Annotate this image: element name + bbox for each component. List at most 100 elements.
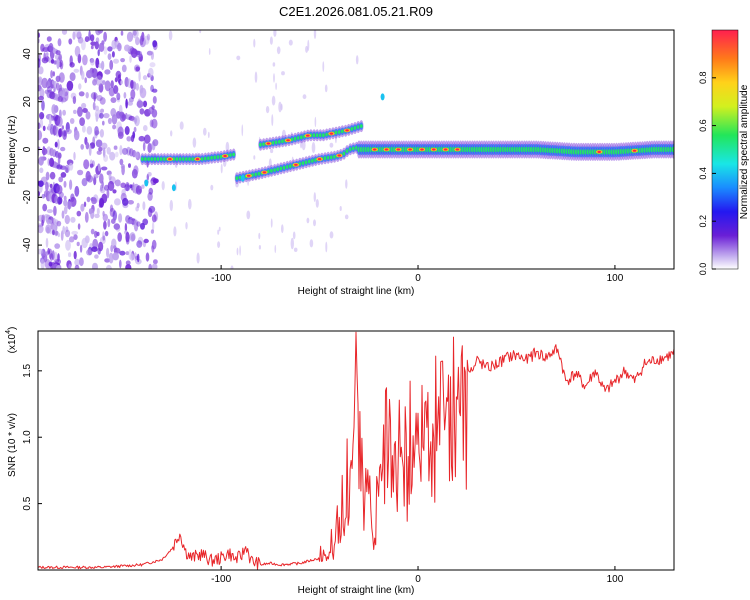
noise-speckle: [94, 230, 98, 238]
noise-speckle: [120, 80, 123, 85]
noise-speckle: [148, 205, 156, 213]
noise-speckle: [56, 220, 62, 227]
noise-speckle: [271, 114, 274, 127]
noise-speckle: [97, 30, 104, 34]
noise-speckle: [55, 265, 61, 269]
noise-speckle: [293, 247, 298, 252]
ridge-core: [326, 155, 330, 160]
ridge-core: [185, 157, 188, 161]
noise-speckle: [239, 245, 241, 256]
noise-speckle: [100, 60, 105, 71]
noise-speckle: [83, 159, 90, 170]
noise-speckle: [117, 126, 124, 137]
noise-speckle: [84, 36, 90, 43]
noise-speckle: [85, 142, 90, 150]
noise-speckle: [123, 150, 127, 155]
noise-speckle: [102, 120, 105, 126]
noise-speckle: [104, 69, 111, 75]
noise-speckle: [270, 218, 273, 228]
ridge-core: [350, 127, 354, 131]
noise-speckle: [110, 97, 117, 103]
noise-speckle: [41, 77, 49, 89]
noise-speckle: [145, 252, 150, 262]
noise-speckle: [290, 237, 294, 250]
noise-speckle: [45, 52, 49, 57]
noise-speckle: [78, 83, 82, 90]
ridge-peak-max: [286, 139, 290, 142]
noise-speckle: [61, 30, 68, 35]
snr-xtick-tick-label: 100: [607, 574, 624, 585]
noise-speckle: [111, 51, 115, 58]
ridge-core: [238, 175, 242, 180]
snr-series-line: [38, 331, 674, 570]
noise-speckle: [47, 123, 51, 131]
noise-speckle: [134, 252, 137, 262]
ridge-core: [207, 156, 210, 160]
spectrogram-ylabel: Frequency (Hz): [7, 116, 18, 185]
noise-speckle: [107, 46, 113, 52]
noise-speckle: [63, 205, 68, 215]
noise-speckle: [313, 192, 316, 203]
noise-speckle: [50, 59, 55, 64]
noise-speckle: [42, 251, 49, 257]
ridge-peak-max: [408, 148, 412, 151]
noise-speckle: [95, 113, 99, 122]
noise-speckle: [61, 125, 64, 130]
noise-speckle: [142, 100, 148, 108]
noise-speckle: [112, 252, 119, 261]
noise-speckle: [272, 62, 276, 67]
noise-speckle: [73, 109, 77, 114]
noise-speckle: [92, 136, 96, 146]
ridge-core: [274, 140, 278, 145]
snr-xtick-tick-label: -100: [211, 574, 231, 585]
noise-speckle: [113, 58, 119, 64]
ridge-core: [144, 157, 147, 161]
noise-speckle: [101, 166, 108, 171]
noise-speckle: [89, 163, 94, 168]
noise-speckle: [90, 228, 95, 235]
ridge-core: [175, 157, 179, 161]
noise-speckle: [148, 263, 153, 269]
ridge-core: [219, 154, 223, 159]
noise-speckle: [151, 118, 158, 129]
noise-speckle: [38, 32, 41, 38]
noise-speckle: [79, 244, 83, 253]
noise-speckle: [73, 68, 80, 73]
ridge-peak-max: [317, 158, 322, 161]
noise-speckle: [72, 31, 76, 40]
noise-speckle: [56, 82, 60, 91]
ridge-peak-max: [432, 148, 436, 151]
ridge-core: [293, 136, 297, 141]
noise-speckle: [324, 84, 328, 93]
ridge-core: [178, 157, 182, 161]
noise-speckle: [54, 251, 58, 261]
noise-speckle: [173, 226, 177, 237]
noise-speckle: [115, 151, 119, 158]
noise-speckle: [49, 171, 56, 180]
ridge-core: [279, 166, 283, 171]
noise-speckle: [48, 261, 53, 267]
noise-speckle: [133, 126, 137, 133]
noise-speckle: [102, 80, 106, 85]
noise-speckle: [246, 210, 251, 220]
noise-speckle: [207, 131, 210, 139]
noise-speckle: [139, 84, 144, 94]
ridge-core: [200, 157, 204, 161]
noise-speckle: [107, 180, 115, 192]
noise-speckle: [217, 241, 221, 249]
ridge-core: [188, 157, 192, 161]
noise-speckle: [58, 72, 65, 83]
noise-speckle: [63, 199, 68, 207]
noise-speckle: [42, 146, 46, 156]
ridge-lower-branch: [234, 141, 359, 185]
noise-speckle: [56, 164, 63, 170]
ridge-core: [356, 125, 360, 129]
snr-panel: -100 0 100 0.5 1.0 1.5 Height of straight li…: [5, 327, 675, 596]
noise-speckle: [106, 147, 111, 155]
noise-speckle: [151, 214, 157, 223]
noise-speckle: [65, 128, 72, 135]
noise-speckle: [60, 172, 67, 178]
noise-speckle: [81, 70, 85, 81]
noise-speckle: [112, 189, 117, 194]
noise-speckle: [38, 190, 41, 197]
